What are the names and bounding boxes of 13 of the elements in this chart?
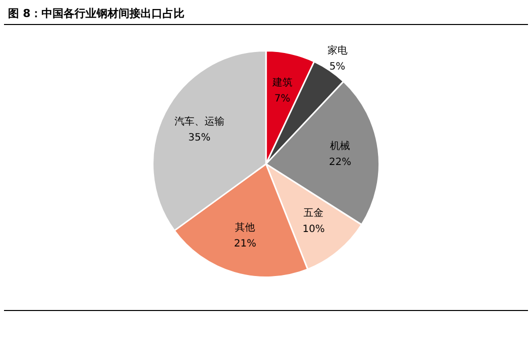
- data-label: 22%: [329, 157, 352, 168]
- slice-label: 五金: [304, 207, 324, 220]
- slice-label: 其他: [235, 221, 256, 234]
- slice-label: 家电: [327, 44, 348, 57]
- data-label: 35%: [188, 132, 211, 144]
- data-label: 5%: [329, 62, 346, 73]
- slice-label: 建筑: [271, 76, 292, 89]
- data-label: 10%: [302, 224, 325, 236]
- data-label: 21%: [234, 238, 256, 250]
- chart-title: 图 8：中国各行业钢材间接出口占比: [8, 6, 184, 21]
- slice-label: 机械: [330, 140, 350, 152]
- slice-label: 汽车、运输: [174, 116, 224, 128]
- data-label: 7%: [274, 94, 290, 105]
